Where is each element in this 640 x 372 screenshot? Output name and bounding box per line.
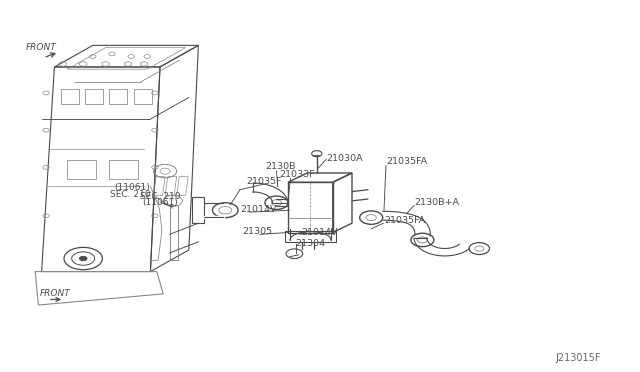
Text: 21014V: 21014V [301,228,337,237]
Text: 21030A: 21030A [326,154,363,163]
Text: 21033F: 21033F [280,170,316,179]
Text: FRONT: FRONT [40,289,70,298]
Circle shape [79,256,87,261]
Text: SEC. 210: SEC. 210 [140,192,180,201]
Text: (11061): (11061) [114,183,150,192]
Text: 21304: 21304 [296,238,326,247]
Text: 21035F: 21035F [246,177,282,186]
Text: 21014V: 21014V [240,205,276,214]
Text: 2130B: 2130B [266,162,296,171]
Text: 2130B+A: 2130B+A [415,198,460,206]
Text: 21305: 21305 [242,227,272,236]
Text: (11061): (11061) [142,198,178,206]
Text: 21035FA: 21035FA [384,216,425,225]
Text: FRONT: FRONT [26,43,56,52]
Text: 21035FA: 21035FA [387,157,428,166]
Text: SEC. 210: SEC. 210 [110,190,150,199]
Text: J213015F: J213015F [556,353,601,363]
